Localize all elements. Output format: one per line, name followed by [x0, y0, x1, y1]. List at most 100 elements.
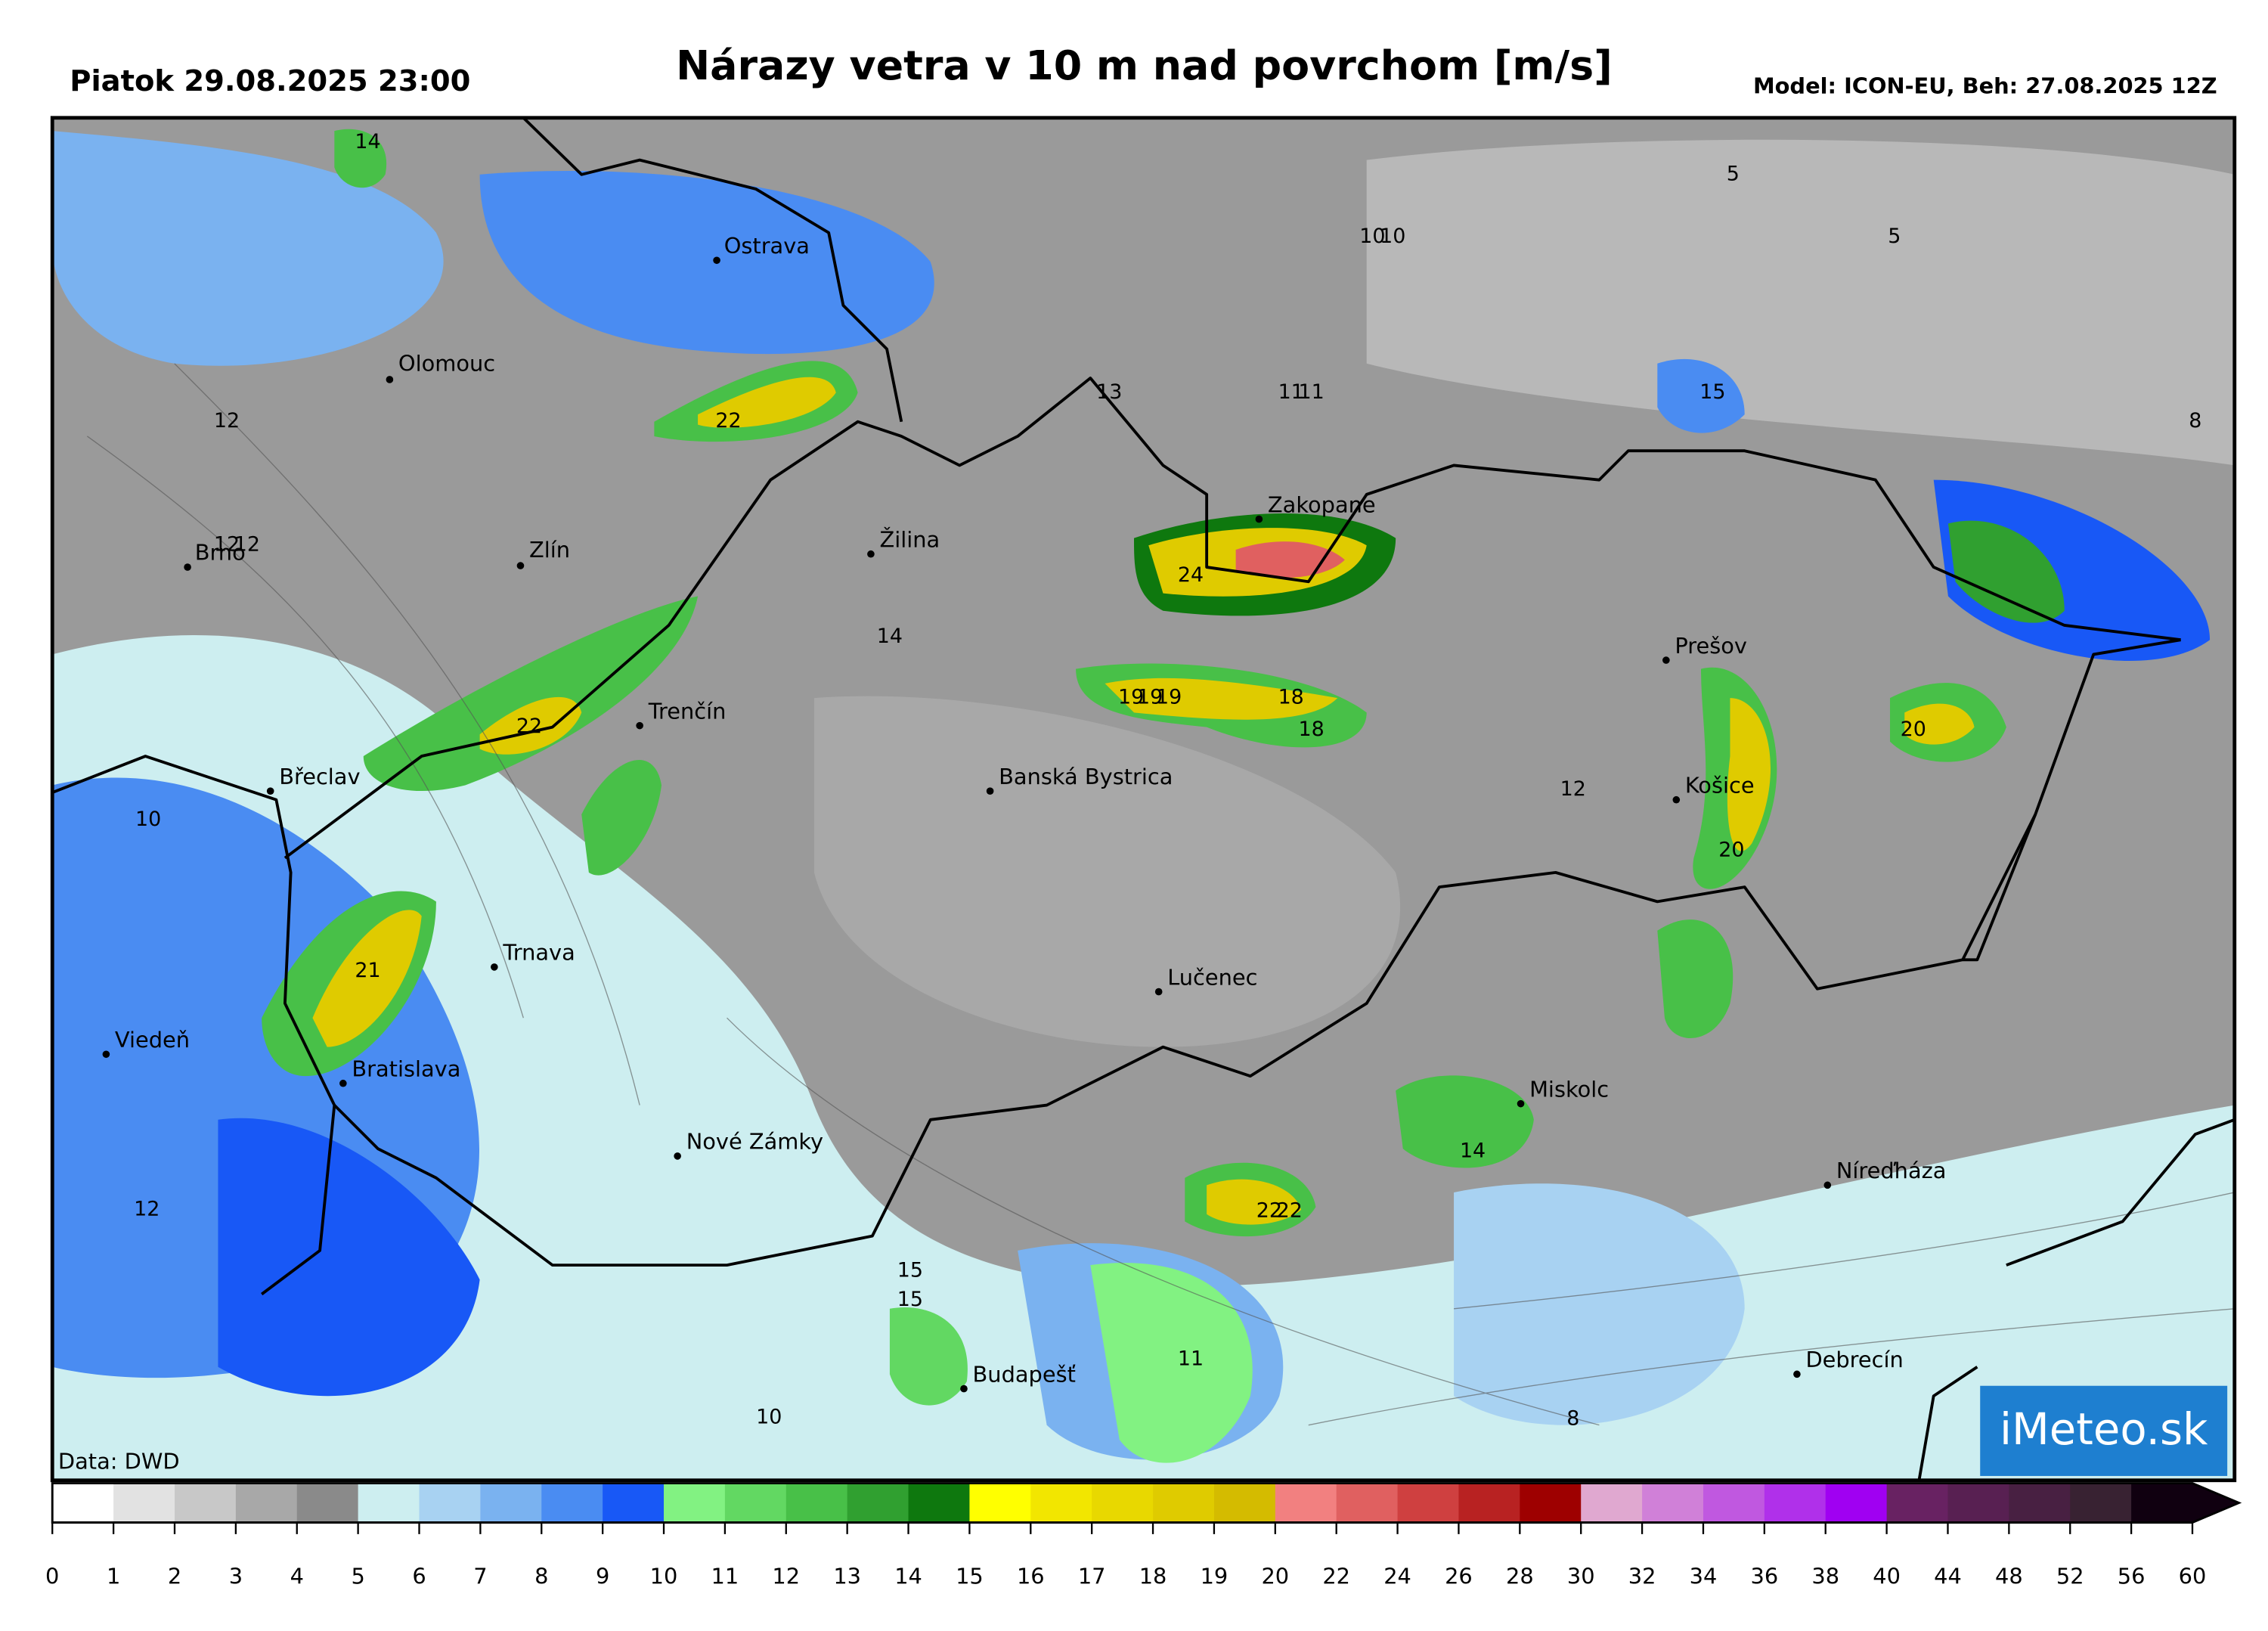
- city-dot: [1154, 988, 1163, 996]
- city-dot: [867, 550, 875, 558]
- country-border: [522, 117, 903, 423]
- colorbar-tick-label: 26: [1445, 1564, 1473, 1589]
- gust-value-label: 24: [1178, 563, 1204, 587]
- colorbar-segment: [1703, 1483, 1765, 1523]
- field-blue: [218, 1118, 480, 1397]
- colorbar-segment: [1764, 1483, 1826, 1523]
- valid-time: Piatok 29.08.2025 23:00: [70, 64, 470, 98]
- city-dot: [339, 1079, 347, 1087]
- city-dot: [516, 562, 525, 569]
- gust-value-label: 13: [1096, 380, 1122, 404]
- city-label: Viedeň: [115, 1027, 190, 1053]
- gust-value-label: 15: [897, 1258, 923, 1282]
- city-label: Prešov: [1675, 633, 1747, 659]
- colorbar-tick-label: 30: [1567, 1564, 1595, 1589]
- colorbar-segment: [1581, 1483, 1643, 1523]
- gust-value-label: 10: [1359, 225, 1385, 248]
- city-label: Lučenec: [1167, 964, 1257, 990]
- country-border: [333, 638, 2181, 1267]
- gust-value-label: 14: [355, 130, 380, 153]
- city-label: Zlín: [529, 537, 570, 563]
- city-dot: [713, 256, 720, 265]
- colorbar-tick-label: 11: [711, 1564, 739, 1589]
- colorbar-segment: [2009, 1483, 2071, 1523]
- colorbar-segment: [358, 1483, 420, 1523]
- colorbar-segment: [1213, 1483, 1276, 1523]
- colorbar-tick-label: 19: [1201, 1564, 1228, 1589]
- colorbar-tick-label: 8: [534, 1564, 548, 1589]
- city-dot: [266, 787, 274, 795]
- colorbar-segment: [2070, 1483, 2132, 1523]
- colorbar-segment: [785, 1483, 848, 1523]
- field-green: [1947, 520, 2065, 623]
- city-label: Nové Zámky: [686, 1129, 823, 1155]
- country-border: [284, 377, 2181, 860]
- gust-value-label: 5: [1727, 162, 1740, 185]
- city-dot: [674, 1152, 681, 1160]
- colorbar-tick-label: 18: [1139, 1564, 1167, 1589]
- colorbar-segment: [52, 1483, 114, 1523]
- gust-value-label: 8: [2189, 409, 2201, 433]
- gust-value-label: 11: [1298, 380, 1324, 404]
- colorbar-segment: [1030, 1483, 1092, 1523]
- colorbar-tick-label: 32: [1628, 1564, 1656, 1589]
- city-dot: [491, 963, 498, 971]
- colorbar-tick-label: 4: [290, 1564, 304, 1589]
- colorbar-segment: [1825, 1483, 1888, 1523]
- city-dot: [986, 787, 994, 795]
- map-field: [52, 117, 2235, 1481]
- city-dot: [1823, 1181, 1832, 1189]
- colorbar-segment: [419, 1483, 481, 1523]
- country-border: [2006, 1118, 2235, 1267]
- gust-value-label: 15: [1699, 380, 1725, 404]
- city-dot: [1672, 795, 1681, 804]
- colorbar-tick-label: 0: [45, 1564, 59, 1589]
- gust-value-label: 19: [1118, 686, 1144, 709]
- city-label: Olomouc: [398, 351, 495, 377]
- city-label: Banská Bystrica: [999, 764, 1173, 789]
- field-yellow: [698, 377, 836, 428]
- city-label: Brno: [195, 540, 246, 566]
- colorbar-tick-label: 52: [2056, 1564, 2084, 1589]
- colorbar-tick-label: 40: [1873, 1564, 1901, 1589]
- colorbar-segment: [174, 1483, 237, 1523]
- streamline: [86, 363, 2235, 1426]
- city-dot: [960, 1384, 968, 1393]
- colorbar-tick-label: 60: [2179, 1564, 2207, 1589]
- city-dot: [386, 376, 394, 383]
- field-blue: [1657, 358, 1745, 433]
- map-title: Nárazy vetra v 10 m nad povrchom [m/s]: [676, 42, 1613, 89]
- logo-text: iMeteo.sk: [2000, 1403, 2208, 1455]
- colorbar-tick-label: 34: [1690, 1564, 1718, 1589]
- colorbar-tick-label: 7: [473, 1564, 487, 1589]
- gust-value-label: 22: [1256, 1198, 1282, 1222]
- gust-value-label: 12: [234, 533, 260, 557]
- gust-value-label: 15: [897, 1288, 923, 1311]
- colorbar-segment: [541, 1483, 603, 1523]
- gust-value-label: 22: [516, 715, 542, 738]
- colorbar-tick-label: 17: [1078, 1564, 1106, 1589]
- city-label: Žilina: [879, 526, 940, 552]
- field-blue: [1454, 1183, 1745, 1425]
- gust-value-label: 20: [1901, 718, 1926, 741]
- colorbar-tick-label: 2: [168, 1564, 181, 1589]
- gust-value-label: 12: [214, 409, 240, 433]
- colorbar-segment: [113, 1483, 175, 1523]
- field-green: [1657, 919, 1734, 1038]
- colorbar-tick-label: 16: [1017, 1564, 1045, 1589]
- country-border: [1917, 814, 2037, 1481]
- field-yellow: [479, 696, 582, 755]
- gust-value-label: 20: [1718, 839, 1744, 862]
- city-label: Trenčín: [648, 698, 727, 724]
- colorbar-segment: [296, 1483, 359, 1523]
- gust-value-label: 12: [1560, 777, 1586, 801]
- gust-value-label: 22: [715, 409, 741, 433]
- colorbar-segment: [908, 1483, 970, 1523]
- city-dot: [102, 1050, 110, 1059]
- gust-value-label: 12: [134, 1198, 160, 1221]
- colorbar-segment: [1458, 1483, 1520, 1523]
- colorbar-tick-label: 9: [596, 1564, 609, 1589]
- colorbar-segment: [724, 1483, 787, 1523]
